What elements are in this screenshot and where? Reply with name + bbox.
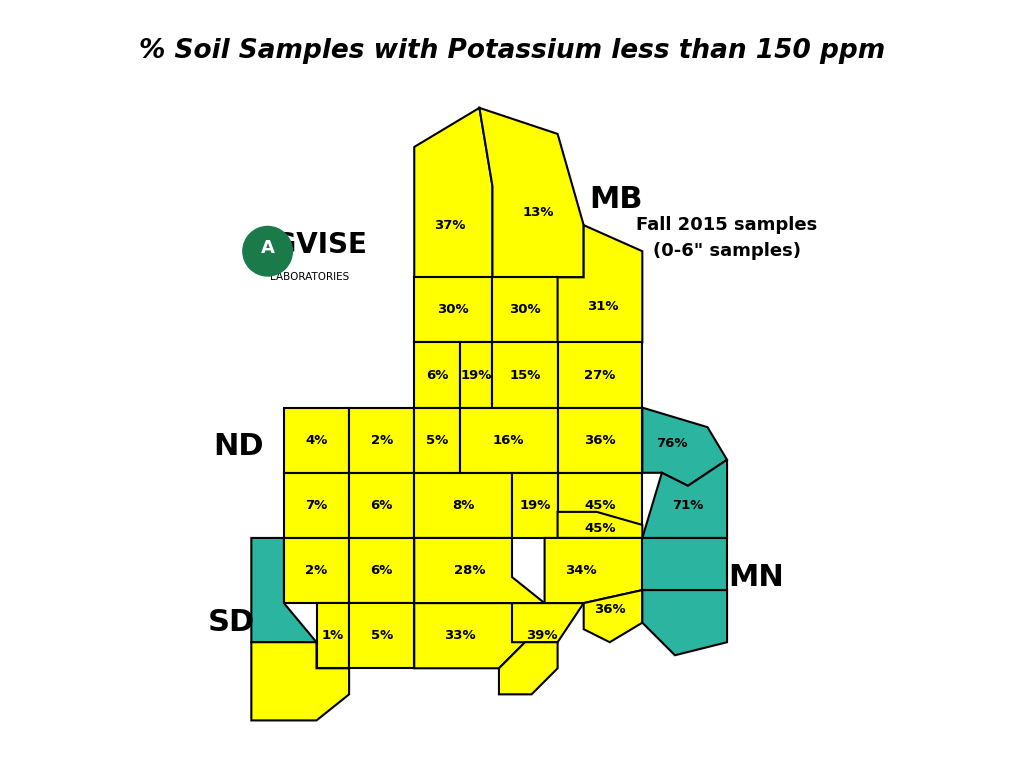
Polygon shape <box>545 538 642 603</box>
Text: % Soil Samples with Potassium less than 150 ppm: % Soil Samples with Potassium less than … <box>139 38 885 65</box>
Text: 16%: 16% <box>493 434 524 447</box>
Text: 15%: 15% <box>509 369 541 382</box>
Polygon shape <box>460 408 558 473</box>
Text: MB: MB <box>590 184 643 214</box>
Polygon shape <box>512 473 558 538</box>
Text: MN: MN <box>728 562 784 591</box>
Polygon shape <box>415 343 460 408</box>
Text: SD: SD <box>208 608 255 637</box>
Polygon shape <box>558 225 642 343</box>
Text: 30%: 30% <box>437 303 469 316</box>
Polygon shape <box>558 343 642 408</box>
Text: 7%: 7% <box>305 499 328 511</box>
Polygon shape <box>479 108 584 277</box>
Text: 5%: 5% <box>426 434 449 447</box>
Polygon shape <box>415 277 493 343</box>
Polygon shape <box>251 642 349 720</box>
Circle shape <box>243 227 293 276</box>
Text: 6%: 6% <box>371 499 393 511</box>
Text: 27%: 27% <box>585 369 615 382</box>
Text: 6%: 6% <box>426 369 449 382</box>
Text: ND: ND <box>213 432 263 462</box>
Polygon shape <box>349 603 415 668</box>
Polygon shape <box>284 473 349 538</box>
Polygon shape <box>460 343 493 408</box>
Polygon shape <box>349 538 415 603</box>
Polygon shape <box>584 590 642 642</box>
Polygon shape <box>493 277 558 343</box>
Text: AGVISE: AGVISE <box>253 230 368 259</box>
Text: Fall 2015 samples: Fall 2015 samples <box>637 216 818 234</box>
Text: LABORATORIES: LABORATORIES <box>270 273 349 283</box>
Polygon shape <box>558 512 642 538</box>
Text: 45%: 45% <box>585 521 615 535</box>
Text: 4%: 4% <box>305 434 328 447</box>
Polygon shape <box>415 538 545 603</box>
Text: 2%: 2% <box>371 434 393 447</box>
Text: 39%: 39% <box>525 629 557 642</box>
Polygon shape <box>642 590 727 655</box>
Text: 30%: 30% <box>509 303 541 316</box>
Text: 1%: 1% <box>322 629 344 642</box>
Polygon shape <box>284 408 349 473</box>
Text: 19%: 19% <box>519 499 551 511</box>
Text: 19%: 19% <box>461 369 492 382</box>
Polygon shape <box>558 473 642 538</box>
Text: 33%: 33% <box>444 629 476 642</box>
Polygon shape <box>642 460 727 538</box>
Text: 45%: 45% <box>585 499 615 511</box>
Polygon shape <box>415 408 460 473</box>
Text: (0-6" samples): (0-6" samples) <box>653 242 801 260</box>
Text: 76%: 76% <box>656 437 687 450</box>
Polygon shape <box>349 473 415 538</box>
Polygon shape <box>415 603 525 668</box>
Text: 6%: 6% <box>371 564 393 577</box>
Polygon shape <box>415 108 493 277</box>
Polygon shape <box>415 473 512 538</box>
Text: 37%: 37% <box>434 219 466 232</box>
Polygon shape <box>512 603 584 642</box>
Text: 34%: 34% <box>564 564 596 577</box>
Polygon shape <box>251 538 316 642</box>
Text: 13%: 13% <box>522 206 554 219</box>
Text: 8%: 8% <box>452 499 474 511</box>
Polygon shape <box>316 603 349 668</box>
Polygon shape <box>493 343 558 408</box>
Text: 36%: 36% <box>584 434 615 447</box>
Text: 36%: 36% <box>594 603 626 616</box>
Text: 5%: 5% <box>371 629 393 642</box>
Text: A: A <box>261 239 274 257</box>
Text: 31%: 31% <box>588 300 618 313</box>
Polygon shape <box>642 408 727 486</box>
Polygon shape <box>284 538 349 603</box>
Text: 2%: 2% <box>305 564 328 577</box>
Polygon shape <box>349 408 415 473</box>
Text: 71%: 71% <box>673 499 703 511</box>
Polygon shape <box>558 408 642 473</box>
Text: 28%: 28% <box>454 564 485 577</box>
Polygon shape <box>642 538 727 590</box>
Polygon shape <box>499 642 558 694</box>
